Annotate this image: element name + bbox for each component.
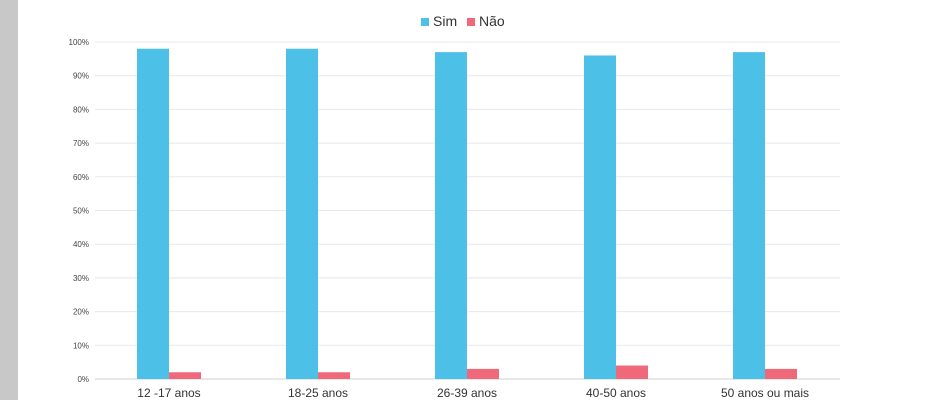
bar-n-o-4[interactable] [616,365,648,379]
grid-layer [95,41,840,380]
y-tick-label: 40% [73,240,89,249]
legend-swatch [467,18,475,26]
y-tick-label: 100% [69,38,89,47]
bar-sim-3[interactable] [435,52,467,380]
bar-n-o-1[interactable] [169,372,201,379]
y-tick-label: 90% [73,72,89,81]
bar-sim-2[interactable] [286,48,318,380]
y-tick-label: 0% [77,375,89,384]
legend[interactable]: Sim Não [421,13,505,29]
bar-sim-5[interactable] [733,52,765,380]
legend-item-sim[interactable]: Sim [421,13,457,29]
legend-item-n-o[interactable]: Não [467,13,505,29]
y-tick-label: 80% [73,105,89,114]
bar-n-o-2[interactable] [318,372,350,379]
bars [137,48,797,380]
y-tick-label: 30% [73,274,89,283]
y-tick-label: 60% [73,173,89,182]
x-tick-label: 26-39 anos [437,386,497,400]
x-axis-ticks: 12 -17 anos 18-25 anos 26-39 anos 40-50 ano… [137,386,809,400]
x-tick-label: 40-50 anos [586,386,646,400]
bar-sim-1[interactable] [137,48,169,380]
y-tick-label: 70% [73,139,89,148]
y-tick-label: 10% [73,341,89,350]
bar-n-o-5[interactable] [765,368,797,379]
x-tick-label: 12 -17 anos [137,386,200,400]
y-axis-ticks: 0% 10% 20% 30% 40% 50% 60% 70% 80% 90% 100% [69,38,89,384]
legend-label: Não [479,13,505,29]
legend-label: Sim [433,13,457,29]
y-tick-label: 50% [73,207,89,216]
left-side-strip [0,0,18,400]
x-tick-label: 18-25 anos [288,386,348,400]
legend-swatch [421,18,429,26]
y-tick-label: 20% [73,308,89,317]
bar-n-o-3[interactable] [467,368,499,379]
bar-sim-4[interactable] [584,55,616,379]
x-tick-label: 50 anos ou mais [721,386,809,400]
